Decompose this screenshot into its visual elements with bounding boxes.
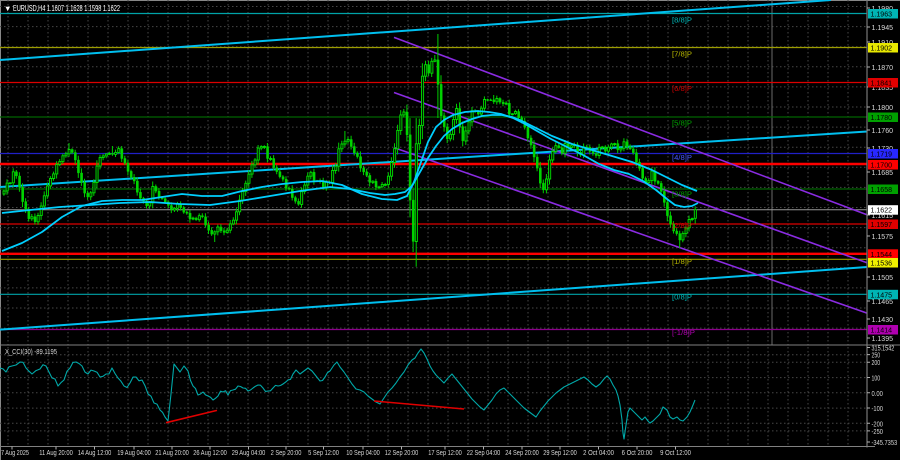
svg-text:1.1800: 1.1800: [872, 103, 894, 112]
svg-text:[8/8]P: [8/8]P: [672, 15, 692, 24]
svg-text:9 Oct 12:00: 9 Oct 12:00: [660, 448, 691, 457]
svg-text:2 Sep 20:00: 2 Sep 20:00: [271, 448, 302, 457]
svg-text:[7/8]P: [7/8]P: [672, 50, 692, 59]
svg-text:-250: -250: [872, 427, 883, 436]
svg-text:7 Aug 2025: 7 Aug 2025: [1, 448, 29, 457]
svg-text:19 Aug 04:00: 19 Aug 04:00: [117, 448, 151, 457]
svg-text:1.1841: 1.1841: [871, 79, 893, 88]
svg-text:12 Sep 20:00: 12 Sep 20:00: [385, 448, 419, 457]
svg-text:1.1870: 1.1870: [872, 63, 894, 72]
svg-text:2 Oct 04:00: 2 Oct 04:00: [583, 448, 614, 457]
svg-text:1.1945: 1.1945: [872, 23, 894, 32]
svg-text:1.1658: 1.1658: [871, 185, 893, 194]
svg-text:1.1910: 1.1910: [872, 38, 894, 47]
svg-text:24 Sep 20:00: 24 Sep 20:00: [505, 448, 539, 457]
svg-text:▼: ▼: [4, 4, 11, 13]
svg-text:1.1700: 1.1700: [871, 161, 893, 170]
svg-text:-100: -100: [872, 404, 883, 413]
svg-text:1.1575: 1.1575: [872, 232, 894, 241]
svg-text:EURUSD,H4 1.1607 1.1628 1.1598: EURUSD,H4 1.1607 1.1628 1.1598 1.1622: [13, 4, 120, 13]
svg-text:5 Sep 12:00: 5 Sep 12:00: [308, 448, 339, 457]
svg-text:1.1730: 1.1730: [872, 144, 894, 153]
svg-text:250: 250: [872, 351, 881, 360]
svg-text:[3/8]P: [3/8]P: [672, 190, 692, 199]
svg-text:[-1/8]P: [-1/8]P: [672, 328, 695, 337]
svg-text:1.1963: 1.1963: [871, 10, 893, 19]
svg-text:1.1615: 1.1615: [872, 211, 894, 220]
svg-text:1.1760: 1.1760: [872, 126, 894, 135]
svg-text:315.1542: 315.1542: [872, 344, 895, 353]
svg-text:1.1395: 1.1395: [872, 334, 894, 343]
svg-text:[4/8]P: [4/8]P: [672, 153, 692, 162]
svg-text:1.1505: 1.1505: [872, 273, 894, 282]
svg-text:100: 100: [872, 374, 881, 383]
svg-text:14 Aug 12:00: 14 Aug 12:00: [78, 448, 112, 457]
svg-text:1.1597: 1.1597: [871, 220, 893, 229]
svg-text:[2/8]P: [2/8]P: [672, 221, 692, 230]
svg-text:22 Sep 04:00: 22 Sep 04:00: [467, 448, 501, 457]
svg-text:1.1414: 1.1414: [871, 326, 893, 335]
svg-text:200: 200: [872, 358, 881, 367]
svg-text:[0/8]P: [0/8]P: [672, 293, 692, 302]
svg-text:29 Sep 12:00: 29 Sep 12:00: [543, 448, 577, 457]
svg-text:29 Aug 04:00: 29 Aug 04:00: [232, 448, 266, 457]
svg-text:-345.7353: -345.7353: [872, 438, 898, 447]
svg-text:1.1980: 1.1980: [872, 4, 894, 13]
svg-text:[5/8]P: [5/8]P: [672, 119, 692, 128]
svg-text:[6/8]P: [6/8]P: [672, 84, 692, 93]
svg-text:0.00: 0.00: [872, 389, 883, 398]
svg-text:1.1685: 1.1685: [872, 168, 894, 177]
svg-text:21 Aug 20:00: 21 Aug 20:00: [155, 448, 189, 457]
svg-text:X_CCI(30) -89.1195: X_CCI(30) -89.1195: [5, 347, 57, 356]
svg-text:1.1902: 1.1902: [871, 44, 893, 53]
svg-text:1.1719: 1.1719: [871, 150, 893, 159]
svg-text:1.1536: 1.1536: [871, 259, 893, 268]
svg-text:-200: -200: [872, 419, 883, 428]
svg-text:10 Sep 04:00: 10 Sep 04:00: [346, 448, 380, 457]
svg-text:1.1544: 1.1544: [871, 250, 893, 259]
svg-text:1.1465: 1.1465: [872, 297, 894, 306]
svg-text:1.1622: 1.1622: [871, 206, 893, 215]
svg-text:26 Aug 12:00: 26 Aug 12:00: [193, 448, 227, 457]
svg-text:1.1430: 1.1430: [872, 315, 894, 324]
svg-text:6 Oct 20:00: 6 Oct 20:00: [622, 448, 653, 457]
svg-text:1.1475: 1.1475: [871, 290, 893, 299]
svg-text:11 Aug 20:00: 11 Aug 20:00: [39, 448, 73, 457]
svg-text:17 Sep 12:00: 17 Sep 12:00: [428, 448, 462, 457]
svg-text:[1/8]P: [1/8]P: [672, 257, 692, 266]
svg-text:1.1780: 1.1780: [871, 113, 893, 122]
